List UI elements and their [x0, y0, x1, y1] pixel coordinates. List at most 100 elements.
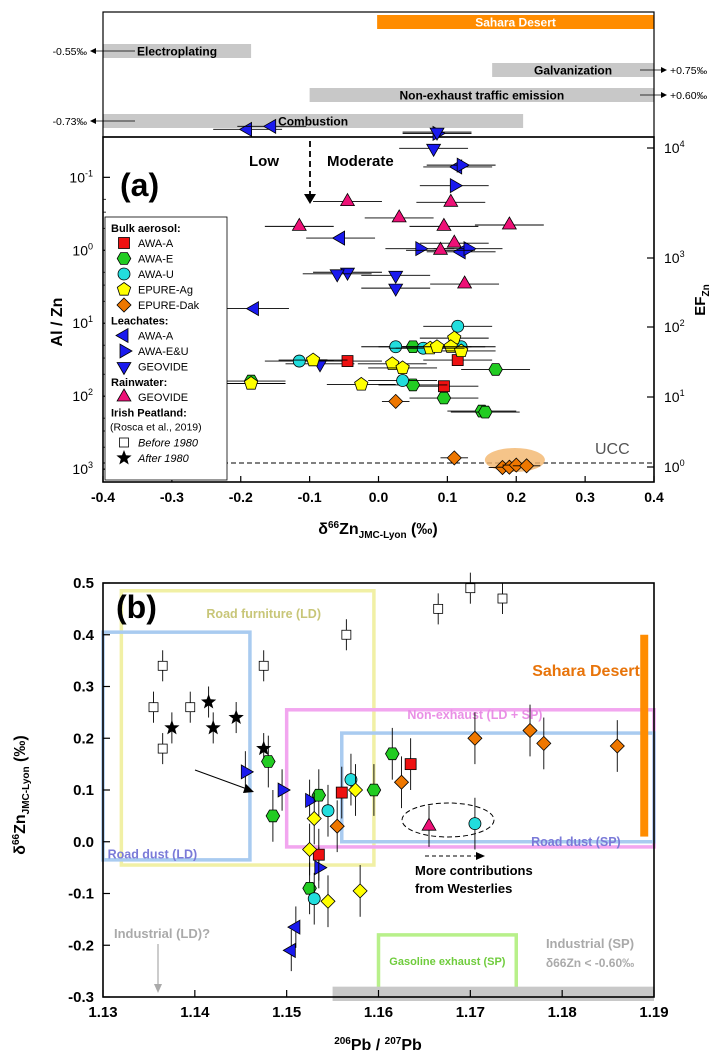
- data-point: [395, 360, 410, 375]
- legend-marker: [115, 327, 129, 344]
- x-tick-label: 0.3: [575, 489, 595, 505]
- data-point: [429, 127, 445, 141]
- data-point: [282, 942, 296, 959]
- data-point: [148, 702, 159, 713]
- data-point: [421, 817, 437, 831]
- source-bar: [377, 15, 654, 29]
- x-tick-label: 1.13: [88, 1004, 117, 1021]
- legend-group-title: Leachates:: [111, 316, 168, 328]
- data-point: [497, 593, 508, 604]
- data-point: [451, 319, 465, 333]
- legend-marker: [116, 297, 132, 313]
- x-tick-label: 0.2: [507, 489, 527, 505]
- data-point: [240, 764, 255, 780]
- x-tick-label: 1.18: [548, 1004, 577, 1021]
- legend-label: GEOVIDE: [138, 362, 188, 374]
- legend-marker: [116, 450, 132, 465]
- y-tick-label: -0.1: [68, 886, 94, 903]
- westerlies-label-2: from Westerlies: [415, 881, 512, 896]
- source-bar-label: Combustion: [278, 115, 348, 129]
- x-tick-label: 1.16: [364, 1004, 393, 1021]
- legend-subtitle: (Rosca et al., 2019): [110, 422, 202, 434]
- legend-marker: [116, 362, 132, 376]
- y-tick-label: -0.2: [68, 937, 94, 954]
- industrial-ld-arrow-head: [154, 984, 162, 993]
- data-point: [261, 755, 276, 768]
- x-tick-label: 1.14: [180, 1004, 210, 1021]
- data-point: [446, 234, 462, 248]
- industrial-sp-note: δ66Zn < -0.60‰: [546, 956, 634, 970]
- source-bars: Sahara Desert Electroplating -0.55‰ Galvani…: [53, 15, 708, 129]
- source-arrow-label: +0.60‰: [670, 90, 708, 102]
- x-tick-label: 0.0: [369, 489, 389, 505]
- y-tick-label: 0.2: [73, 730, 94, 747]
- data-point: [366, 783, 382, 797]
- westerlies-arrow-head: [476, 852, 485, 860]
- panel-a-x-axis-title: δ66ZnJMC-Lyon (‰): [318, 520, 437, 541]
- data-point: [433, 603, 444, 614]
- data-point: [312, 848, 325, 861]
- data-point: [385, 356, 400, 370]
- legend-label: AWA-A: [138, 331, 174, 343]
- ucc-label: UCC: [595, 441, 630, 458]
- data-point: [311, 788, 327, 802]
- data-point: [426, 143, 442, 158]
- y-tick-label: 0.4: [73, 627, 95, 644]
- data-point: [609, 738, 625, 754]
- data-point: [305, 792, 319, 808]
- panel-b-x-axis-title: 206Pb / 207Pb: [334, 1036, 422, 1054]
- data-point: [465, 583, 476, 594]
- data-point: [339, 192, 356, 207]
- legend-marker: [119, 437, 129, 448]
- x-tick-label: -0.3: [160, 489, 184, 505]
- data-point: [307, 892, 321, 906]
- data-point: [443, 193, 459, 207]
- data-point: [463, 241, 477, 257]
- sahara-label: Sahara Desert: [532, 663, 640, 680]
- x-tick-label: 1.19: [639, 1004, 668, 1021]
- data-point: [201, 694, 217, 709]
- legend-marker: [117, 267, 131, 281]
- data-point: [320, 893, 336, 909]
- legend-label: AWA-A: [138, 238, 174, 250]
- data-point: [305, 352, 321, 367]
- data-point: [522, 722, 538, 739]
- data-point: [287, 919, 301, 935]
- data-point: [205, 719, 221, 735]
- source-arrow-label: -0.55‰: [53, 46, 88, 58]
- data-point: [488, 363, 503, 376]
- data-point: [449, 178, 464, 194]
- panel-a-legend: Bulk aerosol: AWA-A AWA-E AWA-U EPURE-Ag EPUR…: [104, 216, 228, 481]
- y-tick-label: 101: [72, 314, 93, 331]
- data-point: [314, 860, 328, 876]
- right-tick-label: 100: [664, 458, 685, 475]
- y-tick-label: 103: [72, 460, 93, 477]
- panel-a-right-axis-title: EFZn: [692, 284, 712, 315]
- x-tick-label: 0.4: [644, 489, 664, 505]
- y-tick-label: 0.1: [73, 782, 94, 799]
- data-point: [385, 747, 400, 761]
- data-point: [341, 355, 354, 367]
- data-point: [393, 774, 410, 790]
- x-tick-label: 0.1: [438, 489, 458, 505]
- legend-marker: [116, 388, 132, 402]
- panel-b-label: (b): [116, 589, 157, 625]
- right-tick-label: 102: [664, 318, 685, 335]
- data-point: [157, 743, 168, 754]
- data-point: [519, 458, 535, 474]
- data-point: [415, 241, 429, 257]
- data-point: [391, 209, 407, 223]
- data-point: [335, 786, 348, 799]
- y-tick-label: 0.3: [73, 679, 94, 696]
- low-zone-label: Low: [249, 153, 279, 170]
- data-point: [536, 735, 552, 751]
- source-arrow-label: +0.75‰: [670, 65, 708, 77]
- data-point: [185, 702, 196, 713]
- data-point: [258, 660, 269, 671]
- x-tick-label: -0.1: [298, 489, 322, 505]
- region-label: Gasoline exhaust (SP): [389, 956, 505, 968]
- source-bar-label: Galvanization: [534, 64, 612, 78]
- data-point: [388, 283, 404, 297]
- data-point: [436, 217, 452, 231]
